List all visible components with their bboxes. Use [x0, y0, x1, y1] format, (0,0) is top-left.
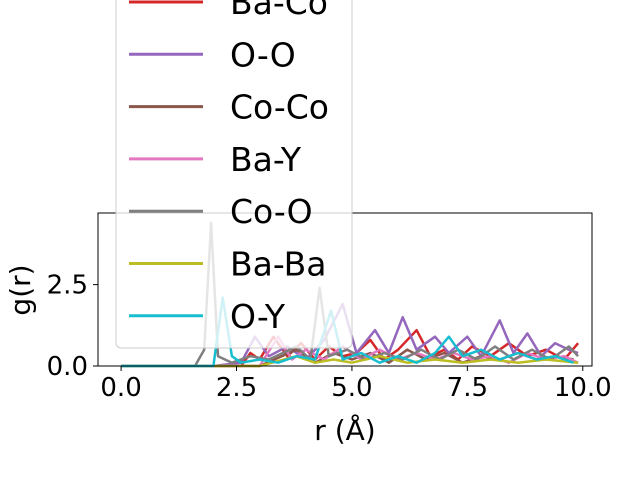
x-axis-label: r (Å) — [314, 413, 375, 447]
legend-label-o-o: O-O — [230, 35, 296, 74]
x-tick-label: 10.0 — [554, 373, 612, 403]
x-tick-label: 2.5 — [216, 373, 257, 403]
legend-label-ba-ba: Ba-Ba — [230, 245, 326, 284]
series-line-ba-co — [121, 328, 580, 368]
x-tick-label: 5.0 — [331, 373, 372, 403]
axis-ticks: 0.0 2.5 5.0 7.5 10.0 0.0 2.5 — [47, 271, 612, 403]
x-tick-label: 7.5 — [447, 373, 488, 403]
x-tick-label: 0.0 — [100, 373, 141, 403]
legend-label-ba-co: Ba-Co — [230, 0, 328, 22]
legend-label-ba-y: Ba-Y — [230, 140, 302, 179]
legend-label-o-y: O-Y — [230, 297, 286, 336]
y-tick-label: 0.0 — [47, 352, 88, 382]
legend-label-co-co: Co-Co — [230, 88, 329, 127]
legend: Ba-Co O-O Co-Co Ba-Y Co-O Ba-Ba O-Y — [115, 0, 353, 349]
legend-label-co-o: Co-O — [230, 192, 313, 231]
legend-box — [115, 0, 353, 349]
series-line-o-y — [121, 296, 574, 368]
y-axis-label: g(r) — [4, 264, 37, 315]
y-tick-label: 2.5 — [47, 271, 88, 301]
